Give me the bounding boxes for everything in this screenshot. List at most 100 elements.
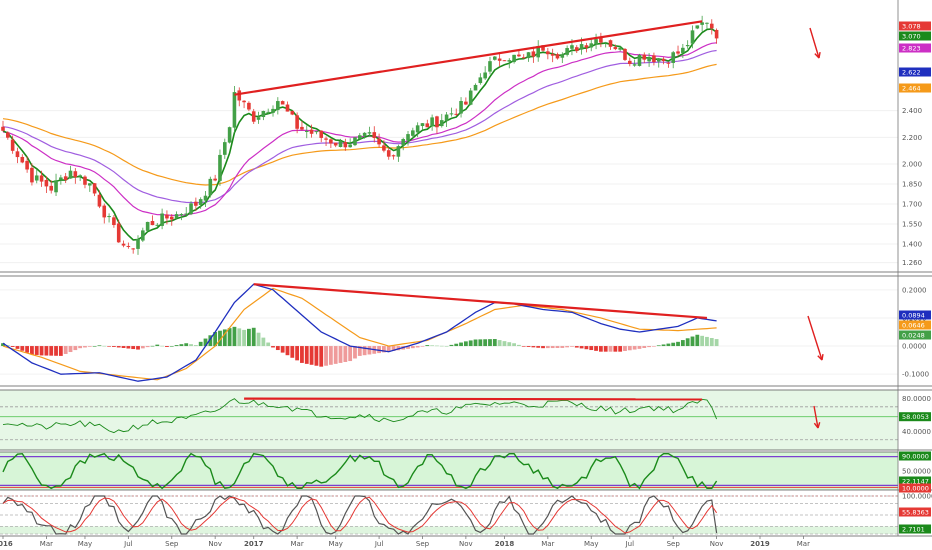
time-axis-label: 2018 [495,540,515,548]
macd-histogram-bar [54,346,58,356]
macd-histogram-bar [343,346,348,362]
osc-value-tag-bg [899,507,931,517]
macd-histogram-bar [565,346,570,348]
price-value-tag-bg [899,21,931,31]
price-candle [333,142,338,146]
macd-histogram-bar [319,346,324,367]
price-candle [227,127,232,143]
macd-histogram-bar [570,346,574,347]
price-candle [97,194,102,207]
macd-value-tag: 0.0894 [902,312,925,320]
price-candle [141,230,145,241]
macd-histogram-bar [396,346,401,351]
macd-histogram-bar [666,343,671,347]
time-axis-label: May [328,540,342,548]
price-value-tag-bg [899,43,931,53]
macd-histogram-bar [642,346,647,348]
macd-histogram-bar [425,345,430,347]
macd-histogram-bar [377,346,381,354]
price-candle [145,221,150,231]
price-candle [83,176,87,185]
price-candle [628,60,632,65]
price-value-tag: 2.823 [902,45,921,53]
macd-histogram-bar [39,346,44,356]
price-candle [705,22,709,24]
price-candle [555,54,560,59]
price-candle [478,77,483,84]
macd-histogram-bar [285,346,290,356]
macd-histogram-bar [410,346,415,349]
price-candle [386,150,391,157]
macd-histogram-bar [348,346,353,362]
macd-histogram-bar [232,326,237,347]
price-candle [266,111,270,113]
macd-histogram-bar [680,340,685,347]
macd-histogram-bar [145,346,150,348]
macd-histogram-bar [652,346,656,347]
macd-histogram-bar [179,344,184,347]
price-candle [594,39,598,45]
price-candle [531,51,536,57]
macd-histogram-bar [213,332,218,347]
macd-signal-line [2,287,717,381]
price-candle [15,151,20,158]
macd-histogram-bar [512,343,516,347]
price-candle [396,146,401,157]
macd-histogram-bar [623,346,627,351]
price-candle [203,195,208,201]
price-candle [526,52,531,59]
rsi-trendline [244,397,703,401]
macd-histogram-bar [709,338,714,347]
macd-trendline [253,283,708,320]
macd-value-tag: 0.0248 [902,332,925,340]
price-candle [391,155,396,157]
price-candle [276,101,280,111]
macd-histogram-bar [83,346,87,348]
price-candle [411,130,415,136]
macd-down-arrow-head [817,353,824,361]
macd-histogram-bar [247,328,251,347]
macd-histogram-bar [338,346,343,363]
macd-tick-label: 0.0000 [902,343,927,351]
macd-histogram-bar [242,329,246,347]
price-candle [25,160,29,170]
macd-histogram-bar [478,339,483,347]
price-candle [358,135,362,139]
macd-histogram-bar [603,346,608,352]
macd-histogram-bar [189,344,193,347]
macd-histogram-bar [87,346,92,347]
price-candle [174,214,179,219]
macd-histogram-bar [550,346,555,349]
price-candle [656,58,661,62]
rsi-value-tag: 58.0053 [902,413,929,421]
macd-histogram-bar [92,346,97,347]
price-candle [406,134,410,141]
macd-histogram-bar [20,346,25,351]
time-axis-label: Nov [208,540,222,548]
macd-histogram-bar [386,346,391,352]
macd-histogram-bar [116,346,121,348]
price-candle [603,42,608,44]
macd-histogram-bar [517,344,521,347]
price-candle [536,46,540,58]
price-candle [78,175,82,177]
price-candle [661,58,666,62]
macd-histogram-bar [10,346,15,347]
price-value-tag: 3.078 [902,23,921,31]
macd-histogram-bar [420,346,425,347]
price-candle [353,137,357,146]
price-candle [671,52,676,63]
price-candle [637,54,642,66]
macd-panel [0,283,898,382]
price-candle [493,56,497,60]
macd-histogram-bar [237,328,242,347]
macd-histogram-bar [353,346,357,359]
price-candle [63,176,68,181]
price-value-tag-bg [899,31,931,41]
price-candle [512,54,516,63]
price-candle [618,47,622,50]
time-axis-label: Mar [797,540,810,548]
macd-histogram-bar [463,341,468,347]
price-candle [367,132,372,134]
price-trendline [234,20,703,96]
